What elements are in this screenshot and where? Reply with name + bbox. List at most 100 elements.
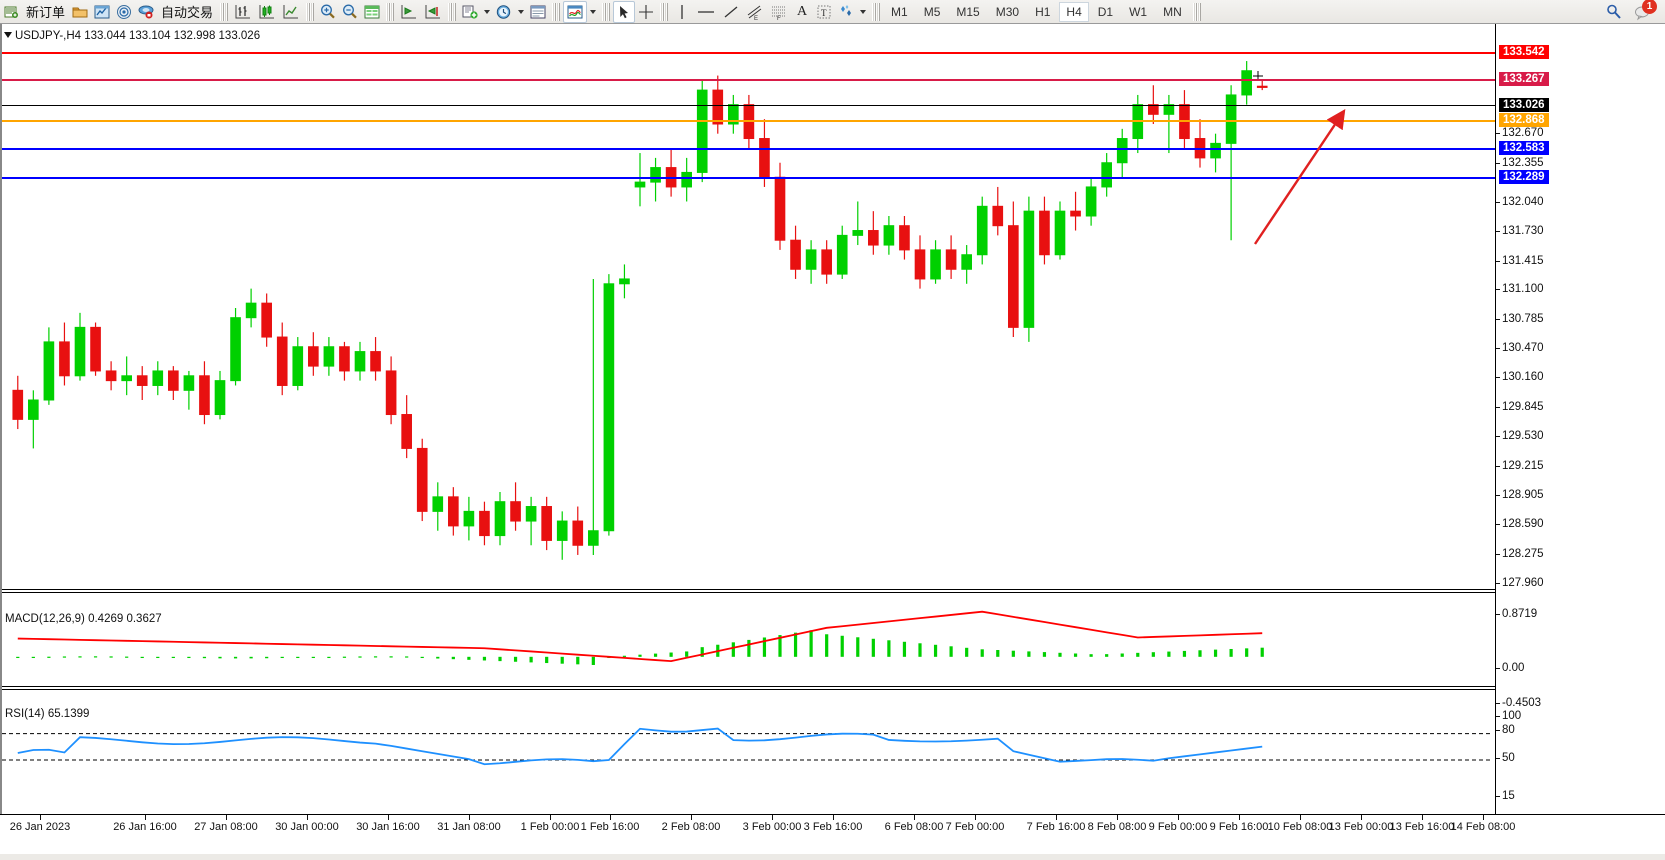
price-tick: 129.215 [1496,460,1544,472]
time-gradation [1239,815,1240,820]
zoom-out-icon[interactable] [339,1,361,23]
horizontal-scrollbar[interactable] [0,854,1665,860]
timeframe-m30[interactable]: M30 [995,4,1020,19]
macd-label[interactable]: MACD(12,26,9) 0.4269 0.3627 [5,613,162,625]
time-tick: 27 Jan 08:00 [194,821,258,833]
current-price-line-label[interactable]: 133.026 [1499,98,1549,112]
chart-menu-triangle-icon[interactable] [4,32,12,38]
timeframe-mn[interactable]: MN [1163,4,1182,19]
time-gradation [691,815,692,820]
chart-templates-caret[interactable] [590,9,597,14]
order-line-orange[interactable] [0,120,1495,122]
macd-axis-tick: -0.4503 [1495,697,1542,709]
time-tick: 9 Feb 16:00 [1209,821,1269,833]
support-line-1-label[interactable]: 132.583 [1499,141,1549,155]
time-gradation [1178,815,1179,820]
price-tick: 131.730 [1496,225,1544,237]
timeframe-m5[interactable]: M5 [923,4,941,19]
time-tick: 26 Jan 2023 [9,821,71,833]
time-gradation [40,815,41,820]
price-tick: 131.415 [1496,255,1544,267]
timeframe-m1[interactable]: M1 [891,4,908,19]
text-label-icon[interactable]: T [813,1,835,23]
rsi-axis-tick: 50 [1496,752,1515,764]
time-gradation [772,815,773,820]
resistance-line-1-label[interactable]: 133.542 [1499,45,1549,59]
order-line-orange-label[interactable]: 132.868 [1499,113,1549,127]
chart-templates-icon[interactable] [563,0,588,23]
timeframe-w1[interactable]: W1 [1129,4,1148,19]
time-gradation [610,815,611,820]
price-tick: 130.160 [1496,371,1544,383]
search-icon[interactable] [1603,1,1625,23]
indicator-dropdown-caret[interactable] [484,9,491,14]
new-order-icon[interactable] [0,1,22,23]
resistance-line-2[interactable] [0,79,1495,81]
crosshair-icon[interactable] [635,1,657,23]
data-window-icon[interactable] [361,1,383,23]
period-clock-icon[interactable] [493,1,515,23]
time-tick: 1 Feb 16:00 [580,821,640,833]
timeframe-m15[interactable]: M15 [956,4,980,19]
vertical-line-icon[interactable] [671,1,693,23]
price-tick: 130.470 [1496,342,1544,354]
plot-left-edge [0,24,2,814]
support-line-2[interactable] [0,177,1495,179]
timeframe-d1[interactable]: D1 [1097,4,1114,19]
time-tick: 3 Feb 16:00 [803,821,863,833]
rsi-label[interactable]: RSI(14) 65.1399 [5,708,90,720]
up-arrow-annotation[interactable] [1230,99,1390,259]
templates-icon[interactable] [527,1,549,23]
chart-container[interactable]: USDJPY-,H4 133.044 133.104 132.998 133.0… [0,24,1665,860]
add-indicator-icon[interactable] [459,1,481,23]
cursor-icon[interactable] [613,0,636,23]
fibonacci-icon[interactable]: F [767,1,791,23]
resistance-line-1[interactable] [0,52,1495,54]
time-gradation [469,815,470,820]
autotrade-label[interactable]: 自动交易 [161,5,214,20]
candlestick-chart-icon[interactable] [255,1,279,23]
support-line-1[interactable] [0,148,1495,150]
price-tick: 128.590 [1496,518,1544,530]
shapes-dropdown-caret[interactable] [860,9,867,14]
time-tick: 31 Jan 08:00 [437,821,501,833]
alerts-badge: 1 [1642,0,1657,14]
price-axis[interactable]: 132.670 132.355 132.040 131.730 131.415 131.1… [1495,24,1665,836]
rsi-axis-tick: 100 [1495,710,1522,722]
zoom-in-icon[interactable] [317,1,339,23]
shapes-icon[interactable] [835,1,857,23]
chart-shift-icon[interactable] [397,1,421,23]
time-gradation [1422,815,1423,820]
time-tick: 30 Jan 16:00 [356,821,420,833]
toolbar-separator-7 [660,2,669,21]
folder-icon[interactable] [69,1,91,23]
new-order-label[interactable]: 新订单 [26,5,66,20]
price-plot-area[interactable]: USDJPY-,H4 133.044 133.104 132.998 133.0… [0,24,1495,836]
alerts-icon[interactable]: 1 [1631,0,1657,23]
text-icon[interactable]: A [796,3,808,19]
time-gradation [388,815,389,820]
support-line-2-label[interactable]: 132.289 [1499,170,1549,184]
macd-axis-tick: 0.8719 [1495,608,1538,620]
time-gradation [975,815,976,820]
horizontal-line-icon[interactable] [693,1,719,23]
signal-icon[interactable] [113,1,135,23]
line-chart-icon[interactable] [279,1,303,23]
time-gradation [1483,815,1484,820]
price-tick: 130.785 [1496,313,1544,325]
time-tick: 7 Feb 16:00 [1026,821,1086,833]
macd-series [16,610,1264,665]
timeframe-h1[interactable]: H1 [1035,4,1051,19]
symbol-header: USDJPY-,H4 133.044 133.104 132.998 133.0… [4,30,260,42]
resistance-line-2-label[interactable]: 133.267 [1499,72,1549,86]
price-tick: 132.355 [1496,157,1544,169]
autotrade-icon[interactable] [135,1,157,23]
equidistant-channel-icon[interactable]: E [743,1,767,23]
trendline-icon[interactable] [719,1,743,23]
period-dropdown-caret[interactable] [518,9,525,14]
time-gradation [307,815,308,820]
bar-chart-icon[interactable] [231,1,255,23]
market-watch-icon[interactable] [91,1,113,23]
auto-scroll-icon[interactable] [421,1,445,23]
timeframe-h4[interactable]: H4 [1059,1,1089,22]
